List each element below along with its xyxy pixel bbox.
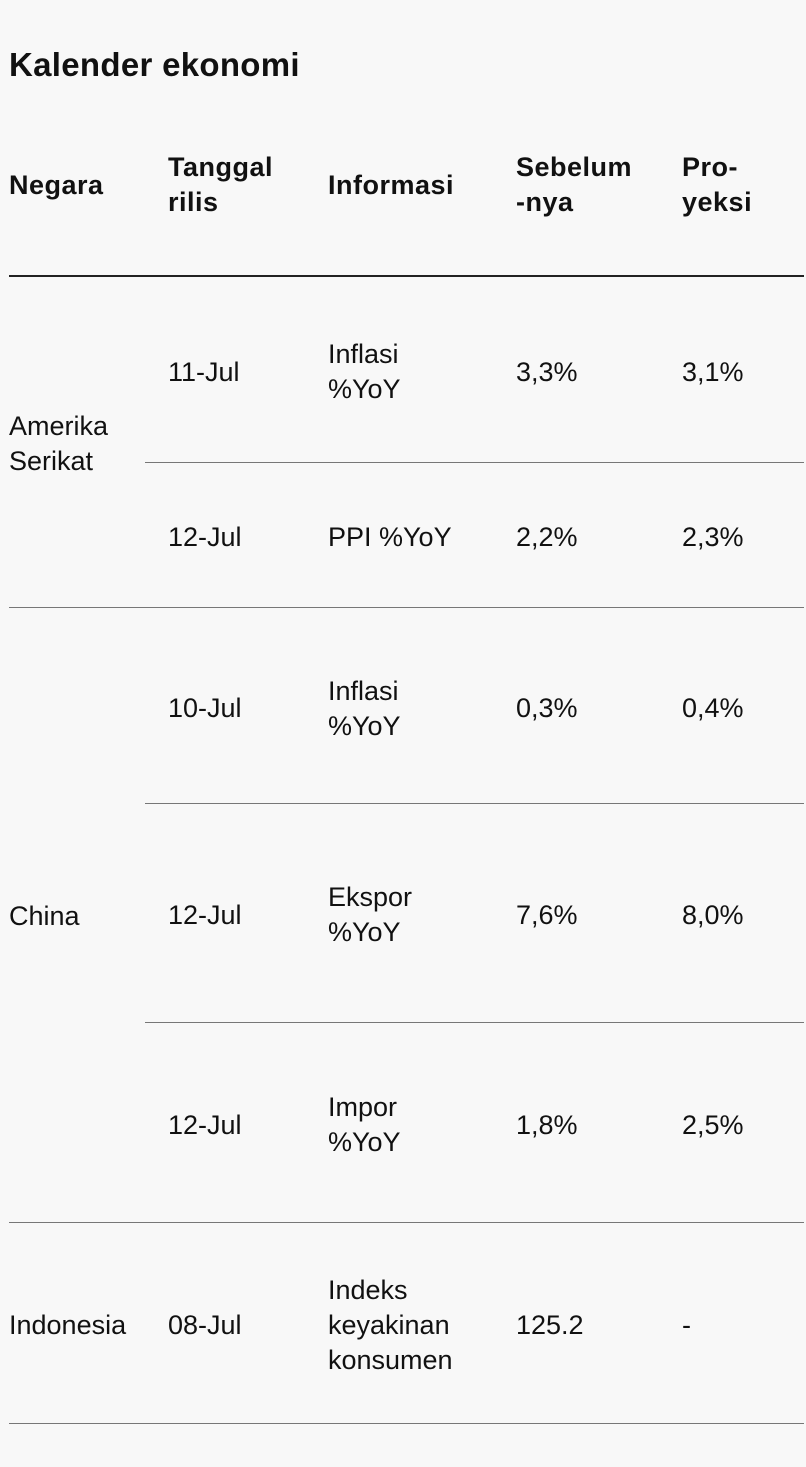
country-china: China	[9, 901, 80, 931]
row-previous: 3,3%	[516, 357, 578, 387]
row-info: Inflasi %YoY	[328, 676, 401, 741]
row-projection: -	[682, 1310, 691, 1340]
row-divider	[145, 1022, 804, 1023]
row-info: Impor %YoY	[328, 1092, 401, 1157]
header-information: Informasi	[328, 170, 455, 200]
header-divider	[9, 275, 804, 277]
row-info: Ekspor %YoY	[328, 882, 413, 947]
row-date: 12-Jul	[168, 522, 242, 552]
row-date: 08-Jul	[168, 1310, 242, 1340]
row-info: Inflasi %YoY	[328, 339, 401, 404]
row-projection: 8,0%	[682, 900, 744, 930]
group-divider	[9, 607, 804, 608]
row-date: 10-Jul	[168, 693, 242, 723]
row-info: PPI %YoY	[328, 522, 452, 552]
row-date: 12-Jul	[168, 900, 242, 930]
row-divider	[145, 803, 804, 804]
row-projection: 0,4%	[682, 693, 744, 723]
row-previous: 2,2%	[516, 522, 578, 552]
row-previous: 0,3%	[516, 693, 578, 723]
header-projection: Pro- yeksi	[682, 152, 753, 217]
row-projection: 2,5%	[682, 1110, 744, 1140]
row-previous: 1,8%	[516, 1110, 578, 1140]
table-bottom-divider	[9, 1423, 804, 1424]
header-country: Negara	[9, 170, 104, 200]
row-divider	[145, 462, 804, 463]
row-previous: 7,6%	[516, 900, 578, 930]
row-projection: 3,1%	[682, 357, 744, 387]
row-date: 11-Jul	[168, 357, 240, 387]
row-info: Indeks keyakinan konsumen	[328, 1275, 453, 1375]
row-projection: 2,3%	[682, 522, 744, 552]
header-release-date: Tanggal rilis	[168, 152, 274, 217]
country-indonesia: Indonesia	[9, 1310, 127, 1340]
page-title: Kalender ekonomi	[9, 46, 300, 83]
row-date: 12-Jul	[168, 1110, 242, 1140]
row-previous: 125.2	[516, 1310, 584, 1340]
country-us: Amerika Serikat	[9, 411, 109, 476]
group-divider	[9, 1222, 804, 1223]
header-previous: Sebelum -nya	[516, 152, 633, 217]
